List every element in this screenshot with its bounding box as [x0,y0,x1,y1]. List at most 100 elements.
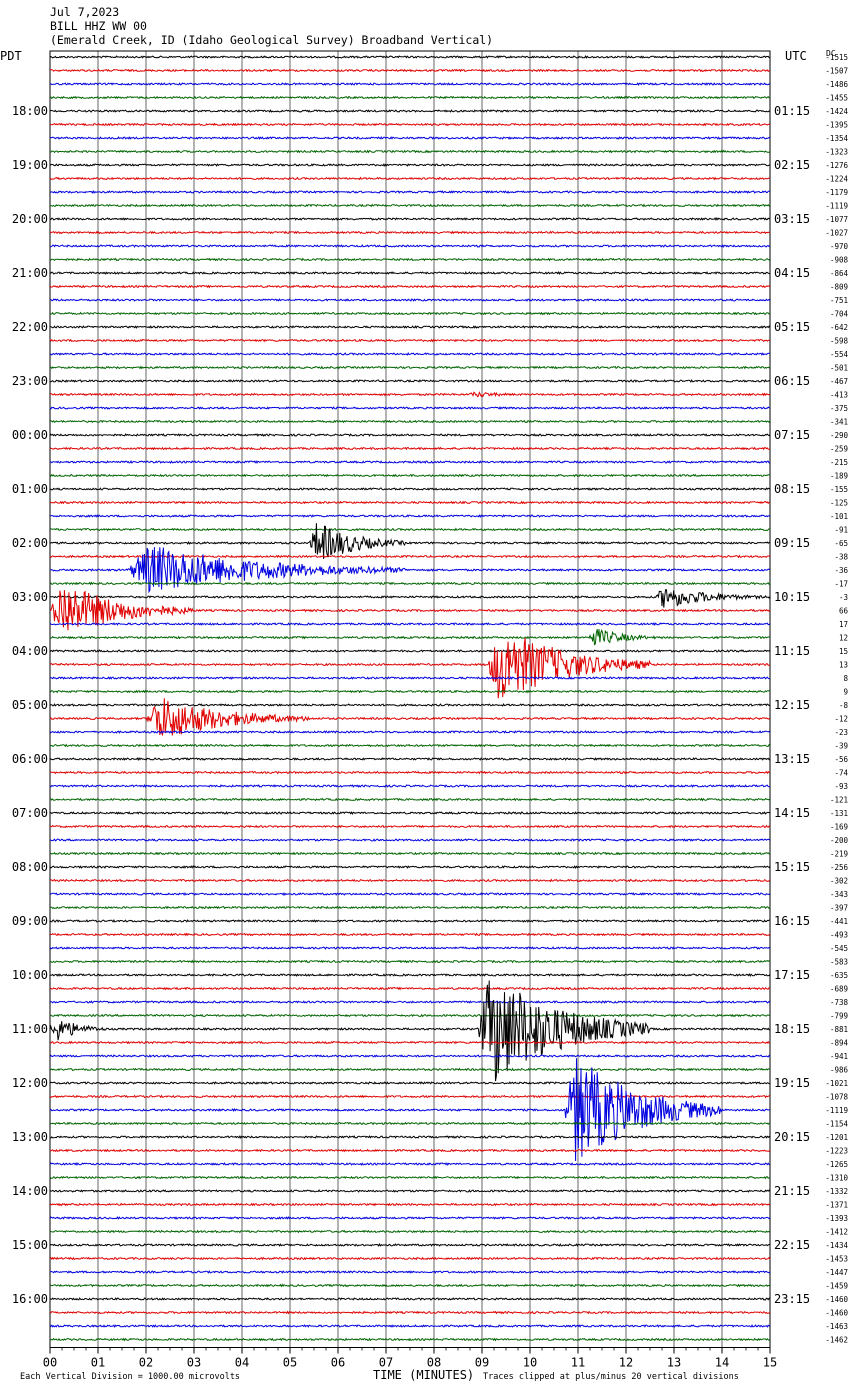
left-hour-label: 04:00 [12,644,48,658]
seismic-trace [49,230,771,235]
left-hour-label: 02:00 [12,536,48,550]
dc-offset-label: -1507 [825,67,848,76]
seismic-trace [49,203,771,208]
left-hour-label: 06:00 [12,752,48,766]
right-hour-label: 21:15 [774,1184,810,1198]
x-tick-label: 00 [43,1356,57,1370]
dc-offset-label: -375 [830,404,848,413]
seismic-trace [49,730,771,734]
x-tick-label: 14 [715,1356,729,1370]
dc-offset-label: -1515 [825,53,848,62]
right-hour-label: 08:15 [774,482,810,496]
right-hour-label: 17:15 [774,968,810,982]
footer-left-note: Each Vertical Division = 1000.00 microvo… [20,1372,240,1382]
seismic-trace [49,391,771,398]
seismic-trace [49,1256,771,1261]
dc-offset-label: 17 [839,620,848,629]
right-hour-label: 10:15 [774,590,810,604]
dc-offset-label: -1395 [825,121,848,130]
dc-offset-label: -65 [834,539,848,548]
x-tick-label: 05 [283,1356,297,1370]
seismic-trace [49,176,771,181]
dc-offset-label: -200 [830,836,849,845]
x-tick-label: 08 [427,1356,441,1370]
seismic-trace [49,698,771,736]
dc-offset-label: 13 [839,661,848,670]
dc-offset-label: -1463 [825,1322,848,1331]
dc-offset-label: -642 [830,323,848,332]
x-tick-label: 02 [139,1356,153,1370]
seismic-trace [49,1094,771,1099]
dc-offset-label: -397 [830,904,848,913]
seismic-trace [49,1058,771,1162]
seismic-trace [49,581,771,586]
seismic-trace [49,217,771,222]
seismic-trace [49,1081,771,1085]
left-hour-label: 20:00 [12,212,48,226]
seismic-trace [49,1121,771,1126]
dc-offset-label: -1447 [825,1268,848,1277]
dc-offset-label: 12 [839,634,848,643]
dc-offset-label: -1412 [825,1228,848,1237]
dc-offset-label: -894 [830,1039,849,1048]
dc-offset-label: -3 [839,593,848,602]
dc-offset-label: -413 [830,391,848,400]
dc-offset-label: -1486 [825,80,848,89]
seismic-trace [49,82,771,86]
x-tick-label: 12 [619,1356,633,1370]
seismic-trace [49,1310,771,1315]
seismic-trace [49,547,771,594]
seismic-trace [49,284,771,289]
seismic-trace [49,689,771,694]
seismic-trace [49,1324,771,1328]
dc-offset-label: -38 [834,553,848,562]
seismic-trace [49,406,770,410]
seismic-trace [49,1175,771,1180]
seismic-trace [49,95,771,100]
dc-offset-label: 8 [843,674,848,683]
dc-offset-label: -12 [834,715,848,724]
seismic-trace [49,514,771,518]
seismic-trace [49,163,771,167]
dc-offset-label: -189 [830,472,848,481]
right-hour-label: 05:15 [774,320,810,334]
left-hour-label: 00:00 [12,428,48,442]
left-hour-label: 07:00 [12,806,48,820]
dc-offset-label: 9 [843,688,848,697]
dc-offset-label: -121 [830,796,848,805]
dc-offset-label: -56 [834,755,848,764]
right-hour-label: 11:15 [774,644,810,658]
seismic-trace [49,838,771,842]
dc-offset-label: -17 [834,580,848,589]
left-hour-label: 19:00 [12,158,48,172]
seismic-trace [49,757,771,762]
dc-offset-label: -101 [830,512,848,521]
seismic-trace [49,628,770,646]
dc-offset-label: -1154 [825,1120,848,1129]
dc-offset-label: -1077 [825,215,848,224]
dc-offset-label: -155 [830,485,848,494]
header-station: BILL HHZ WW 00 [50,19,147,33]
right-hour-label: 13:15 [774,752,810,766]
x-tick-label: 01 [91,1356,105,1370]
dc-offset-label: -343 [830,890,848,899]
dc-offset-label: -8 [839,701,849,710]
x-tick-label: 10 [523,1356,537,1370]
seismic-trace [49,824,771,829]
dc-offset-label: -704 [830,310,849,319]
time-grid [49,50,771,1354]
x-tick-label: 04 [235,1356,249,1370]
header-location: (Emerald Creek, ID (Idaho Geological Sur… [50,33,494,47]
right-hour-label: 18:15 [774,1022,810,1036]
seismic-trace [49,703,771,707]
seismic-trace [49,189,771,194]
dc-offset-label: -441 [830,917,848,926]
dc-offset-label: -864 [830,269,849,278]
seismic-trace [49,676,771,680]
left-hour-label: 13:00 [12,1130,48,1144]
left-hour-label: 22:00 [12,320,48,334]
left-hour-label: 15:00 [12,1238,48,1252]
x-tick-label: 07 [379,1356,393,1370]
dc-offset-label: -74 [834,769,848,778]
